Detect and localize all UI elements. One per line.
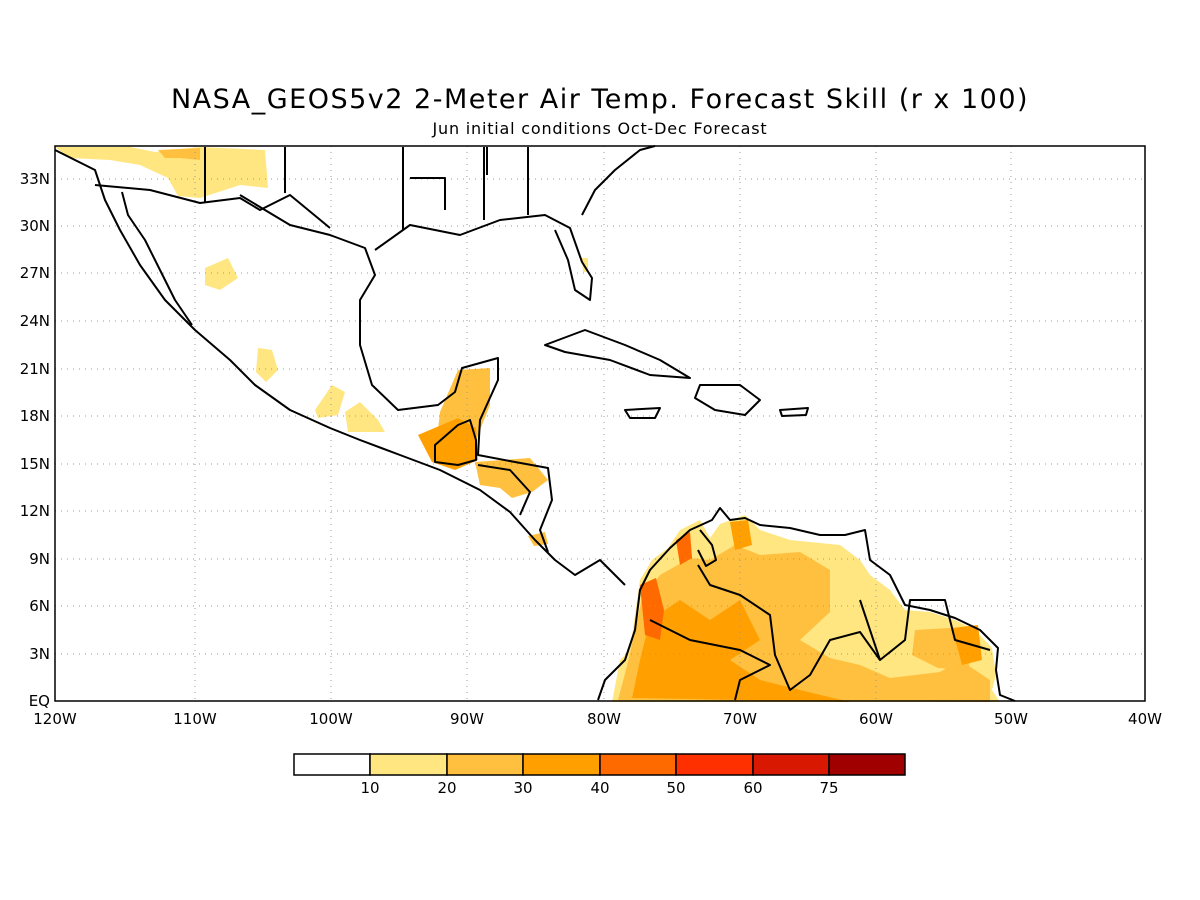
border-guatemala	[434, 419, 477, 466]
colorbar: 10 20 30 40 50 60 75	[293, 753, 906, 797]
lon-label: 120W	[33, 710, 77, 728]
lon-label: 40W	[1128, 710, 1162, 728]
plot-frame	[54, 145, 1146, 702]
border-central-america	[477, 464, 531, 516]
lat-label: 27N	[20, 264, 50, 282]
map-grid	[55, 146, 1145, 701]
lat-label: 24N	[20, 312, 50, 330]
lon-label: 100W	[309, 710, 353, 728]
colorbar-tick-label: 10	[360, 779, 379, 797]
lon-label: 80W	[587, 710, 621, 728]
colorbar-tick-label: 20	[437, 779, 456, 797]
colorbar-box-1	[369, 753, 448, 776]
colorbar-tick-label: 60	[743, 779, 762, 797]
colorbar-box-2	[446, 753, 524, 776]
lon-label: 90W	[450, 710, 484, 728]
shade-guatemala	[418, 418, 478, 470]
colorbar-box-6	[752, 753, 830, 776]
shade-sw-us	[55, 147, 268, 198]
shade-mex-c	[345, 402, 385, 432]
border-colombia	[649, 619, 771, 701]
shade-mex-b	[315, 385, 345, 418]
lat-label: 30N	[20, 217, 50, 235]
lat-label: 15N	[20, 455, 50, 473]
shade-guianas-40	[952, 625, 982, 665]
lat-label: EQ	[29, 692, 50, 710]
lat-label: 3N	[29, 645, 50, 663]
border-venezuela	[697, 564, 881, 691]
coast-south-america	[597, 507, 1016, 702]
shade-sw-us-core	[158, 148, 200, 160]
map-subtitle: Jun initial conditions Oct-Dec Forecast	[432, 119, 768, 138]
colorbar-box-7	[828, 753, 906, 776]
map-title: NASA_GEOS5v2 2-Meter Air Temp. Forecast …	[170, 84, 1030, 115]
coast-hispaniola	[694, 384, 761, 416]
coast-cuba	[544, 329, 691, 379]
coast-us-atlantic	[581, 145, 656, 216]
lon-labels: 120W 110W 100W 90W 80W 70W 60W 50W 40W	[33, 710, 1162, 728]
coast-pacific-mexico	[54, 149, 626, 586]
lat-label: 9N	[29, 550, 50, 568]
lat-label: 21N	[20, 360, 50, 378]
lat-labels: 33N 30N 27N 24N 21N 18N 15N 12N 9N 6N 3N…	[20, 170, 50, 710]
lat-label: 12N	[20, 502, 50, 520]
border-us-states	[204, 147, 529, 230]
coast-baja	[121, 191, 193, 326]
border-us-mexico	[94, 184, 331, 229]
colorbar-box-3	[522, 753, 601, 776]
shade-sa-40-north	[730, 520, 752, 550]
colorbar-box-4	[599, 753, 677, 776]
lat-label: 18N	[20, 407, 50, 425]
lat-label: 33N	[20, 170, 50, 188]
skill-shading	[55, 147, 1000, 702]
colorbar-tick-label: 75	[819, 779, 838, 797]
coast-puerto-rico	[779, 407, 809, 417]
shade-baja	[205, 258, 238, 290]
colorbar-tick-label: 40	[590, 779, 609, 797]
coast-jamaica	[624, 407, 661, 419]
lon-label: 60W	[859, 710, 893, 728]
colorbar-box-5	[675, 753, 754, 776]
coast-maracaibo	[697, 529, 717, 567]
lon-label: 50W	[994, 710, 1028, 728]
lon-label: 110W	[173, 710, 217, 728]
lat-label: 6N	[29, 597, 50, 615]
shade-mex-a	[256, 348, 278, 382]
coast-us-gulf	[374, 214, 593, 301]
colorbar-tick-label: 50	[666, 779, 685, 797]
border-guyana	[859, 599, 991, 661]
colorbar-box-0	[293, 753, 371, 776]
lon-label: 70W	[723, 710, 757, 728]
coast-gulf	[239, 194, 553, 553]
coastlines	[54, 145, 1016, 702]
colorbar-tick-label: 30	[513, 779, 532, 797]
